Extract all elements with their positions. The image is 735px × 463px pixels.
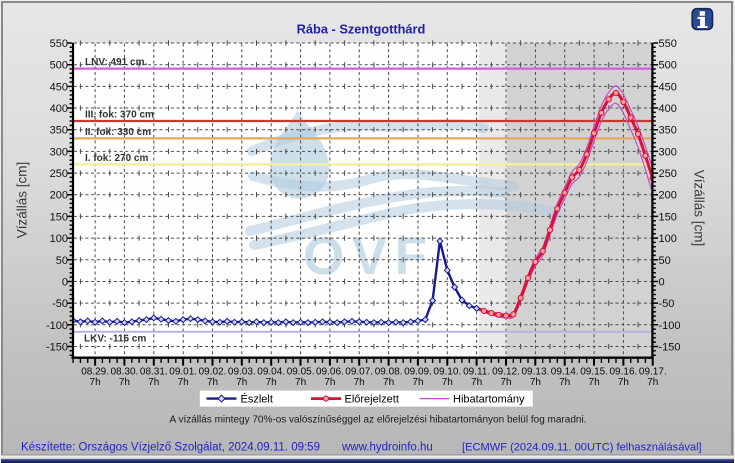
svg-text:7h: 7h xyxy=(148,377,159,388)
svg-text:7h: 7h xyxy=(471,377,482,388)
svg-text:7h: 7h xyxy=(559,377,570,388)
svg-text:7h: 7h xyxy=(647,377,658,388)
svg-text:7h: 7h xyxy=(412,377,423,388)
svg-text:09.02.: 09.02. xyxy=(199,366,227,377)
svg-text:400: 400 xyxy=(659,103,677,115)
svg-text:200: 200 xyxy=(50,190,68,202)
svg-text:09.06.: 09.06. xyxy=(316,366,344,377)
svg-text:08.29.: 08.29. xyxy=(81,366,109,377)
svg-text:09.09.: 09.09. xyxy=(404,366,432,377)
svg-text:450: 450 xyxy=(659,81,677,93)
svg-text:Vízállás [cm]: Vízállás [cm] xyxy=(692,170,707,247)
svg-text:7h: 7h xyxy=(324,377,335,388)
svg-text:LKV: -116 cm: LKV: -116 cm xyxy=(84,334,146,345)
svg-text:300: 300 xyxy=(50,146,68,158)
svg-text:09.11.: 09.11. xyxy=(463,366,490,377)
svg-text:09.15.: 09.15. xyxy=(580,366,608,377)
svg-text:0: 0 xyxy=(62,277,68,289)
svg-text:09.08.: 09.08. xyxy=(375,366,403,377)
svg-text:Vízállás [cm]: Vízállás [cm] xyxy=(15,162,30,239)
svg-text:7h: 7h xyxy=(178,377,189,388)
svg-text:7h: 7h xyxy=(383,377,394,388)
svg-text:Hibatartomány: Hibatartomány xyxy=(453,394,525,406)
svg-text:09.07.: 09.07. xyxy=(345,366,373,377)
svg-text:Készítette: Országos Vízjelző: Készítette: Országos Vízjelző Szolgálat,… xyxy=(21,442,320,454)
svg-text:100: 100 xyxy=(659,233,677,245)
svg-text:550: 550 xyxy=(659,38,677,50)
svg-text:III. fok: 370 cm: III. fok: 370 cm xyxy=(85,110,154,121)
svg-text:450: 450 xyxy=(50,81,68,93)
svg-text:Rába - Szentgotthárd: Rába - Szentgotthárd xyxy=(297,22,426,37)
svg-text:-100: -100 xyxy=(46,320,68,332)
svg-text:OVF: OVF xyxy=(303,227,434,286)
svg-text:7h: 7h xyxy=(236,377,247,388)
svg-text:150: 150 xyxy=(659,211,677,223)
svg-text:200: 200 xyxy=(659,190,677,202)
svg-text:250: 250 xyxy=(659,168,677,180)
svg-text:7h: 7h xyxy=(354,377,365,388)
svg-text:[ECMWF (2024.09.11. 00UTC) fel: [ECMWF (2024.09.11. 00UTC) felhasználásá… xyxy=(462,442,702,454)
svg-text:09.16.: 09.16. xyxy=(609,366,637,377)
svg-text:09.04.: 09.04. xyxy=(257,366,285,377)
svg-text:7h: 7h xyxy=(500,377,511,388)
svg-text:7h: 7h xyxy=(90,377,101,388)
svg-text:II. fok: 330 cm: II. fok: 330 cm xyxy=(85,127,151,138)
svg-text:-50: -50 xyxy=(659,298,675,310)
svg-text:50: 50 xyxy=(659,255,671,267)
svg-text:Észlelt: Észlelt xyxy=(241,393,273,406)
svg-text:500: 500 xyxy=(659,60,677,72)
svg-text:-100: -100 xyxy=(659,320,681,332)
svg-text:7h: 7h xyxy=(530,377,541,388)
svg-text:300: 300 xyxy=(659,146,677,158)
svg-text:www.hydroinfo.hu: www.hydroinfo.hu xyxy=(341,442,433,454)
svg-text:350: 350 xyxy=(659,125,677,137)
svg-text:09.01.: 09.01. xyxy=(169,366,197,377)
svg-text:7h: 7h xyxy=(266,377,277,388)
svg-text:-150: -150 xyxy=(659,342,681,354)
svg-text:09.17.: 09.17. xyxy=(639,366,667,377)
svg-text:7h: 7h xyxy=(119,377,130,388)
svg-text:A vízállás mintegy 70%-os való: A vízállás mintegy 70%-os valószínűségge… xyxy=(170,415,587,426)
svg-text:150: 150 xyxy=(50,211,68,223)
svg-text:7h: 7h xyxy=(618,377,629,388)
svg-text:Előrejelzett: Előrejelzett xyxy=(345,394,399,406)
svg-text:09.14.: 09.14. xyxy=(551,366,579,377)
svg-text:350: 350 xyxy=(50,125,68,137)
svg-text:09.12.: 09.12. xyxy=(492,366,520,377)
svg-text:-50: -50 xyxy=(52,298,68,310)
svg-text:7h: 7h xyxy=(295,377,306,388)
svg-text:7h: 7h xyxy=(442,377,453,388)
svg-text:100: 100 xyxy=(50,233,68,245)
svg-text:500: 500 xyxy=(50,60,68,72)
svg-text:08.30.: 08.30. xyxy=(110,366,138,377)
svg-text:09.05.: 09.05. xyxy=(287,366,315,377)
svg-text:I. fok: 270 cm: I. fok: 270 cm xyxy=(85,153,148,164)
svg-text:08.31.: 08.31. xyxy=(140,366,168,377)
svg-text:0: 0 xyxy=(659,277,665,289)
svg-text:7h: 7h xyxy=(589,377,600,388)
svg-text:09.03.: 09.03. xyxy=(228,366,256,377)
svg-text:550: 550 xyxy=(50,38,68,50)
svg-text:09.13.: 09.13. xyxy=(521,366,549,377)
svg-text:LNV: 491 cm.: LNV: 491 cm. xyxy=(85,57,147,68)
svg-text:400: 400 xyxy=(50,103,68,115)
svg-text:09.10.: 09.10. xyxy=(433,366,461,377)
svg-text:7h: 7h xyxy=(207,377,218,388)
svg-text:-150: -150 xyxy=(46,342,68,354)
svg-text:250: 250 xyxy=(50,168,68,180)
svg-text:50: 50 xyxy=(56,255,68,267)
